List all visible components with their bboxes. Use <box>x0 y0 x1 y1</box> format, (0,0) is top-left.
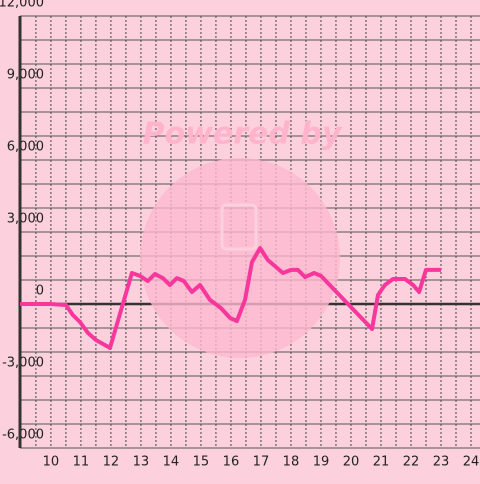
data-line <box>20 246 441 350</box>
x-tick-label: 14 <box>163 455 180 470</box>
x-tick-label: 15 <box>193 455 210 470</box>
x-tick-label: 12 <box>103 455 120 470</box>
x-tick-label: 23 <box>433 455 450 470</box>
x-tick-label: 13 <box>133 455 150 470</box>
x-tick-label: 22 <box>403 455 420 470</box>
y-tick-label: 3,000 <box>7 212 44 227</box>
x-tick-label: 10 <box>43 455 60 470</box>
x-tick-label: 11 <box>73 455 90 470</box>
x-tick-label: 24 <box>463 455 480 470</box>
x-tick-label: 20 <box>343 455 360 470</box>
y-tick-label: 12,000 <box>0 0 44 11</box>
x-tick-label: 19 <box>313 455 330 470</box>
x-tick-label: 16 <box>223 455 240 470</box>
y-tick-label: -6,000 <box>2 428 44 443</box>
y-tick-label: -3,000 <box>2 356 44 371</box>
x-tick-label: 17 <box>253 455 270 470</box>
watermark-text: Powered by <box>143 117 343 152</box>
y-tick-label: 6,000 <box>7 140 44 155</box>
y-tick-label: 0 <box>36 284 44 299</box>
x-tick-label: 18 <box>283 455 300 470</box>
y-tick-label: 9,000 <box>7 68 44 83</box>
watermark-icon <box>220 203 258 251</box>
x-tick-label: 21 <box>373 455 390 470</box>
watermark-logo <box>140 158 340 358</box>
